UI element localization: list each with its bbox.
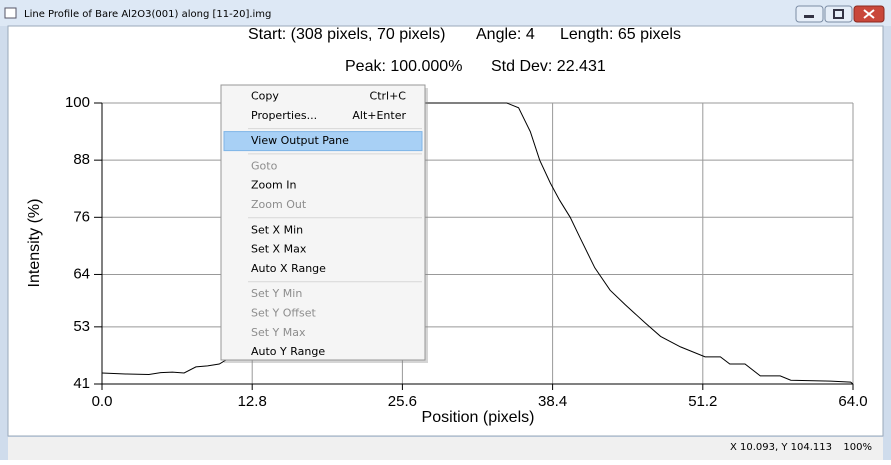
- menu-item-label: Set Y Min: [251, 287, 302, 300]
- y-tick-label: 64: [73, 265, 90, 282]
- y-tick-label: 88: [73, 151, 90, 168]
- maximize-button[interactable]: [824, 5, 853, 23]
- menu-item-label: Goto: [251, 159, 278, 172]
- menu-item-label: Set X Max: [251, 243, 307, 256]
- menu-item-label: Set X Min: [251, 223, 303, 236]
- x-axis-label: Position (pixels): [422, 409, 535, 426]
- y-axis-label: Intensity (%): [26, 199, 43, 288]
- client-area: [7, 25, 884, 437]
- menu-background: [220, 84, 426, 361]
- menu-item-shortcut: Ctrl+C: [370, 90, 407, 103]
- x-tick-label: 12.8: [238, 393, 267, 410]
- menu-item-label: Zoom Out: [251, 198, 307, 211]
- std-dev-text: Std Dev: 22.431: [491, 58, 606, 75]
- start-text: Start: (308 pixels, 70 pixels): [248, 26, 445, 43]
- close-icon: [863, 9, 875, 19]
- x-tick-label: 38.4: [538, 393, 567, 410]
- title-bar: [0, 0, 891, 26]
- window-title: Line Profile of Bare Al2O3(001) along [1…: [24, 9, 271, 20]
- x-tick-label: 51.2: [688, 393, 717, 410]
- x-tick-label: 0.0: [92, 393, 113, 410]
- y-tick-label: 53: [73, 318, 90, 335]
- window-icon: [4, 7, 17, 19]
- minimize-icon: [804, 15, 814, 18]
- angle-text: Angle: 4: [476, 26, 535, 43]
- menu-item-label: Set Y Offset: [251, 307, 317, 320]
- menu-item-label: Properties...: [251, 109, 317, 122]
- profile-line: [101, 102, 854, 385]
- menu-item-label: Set Y Max: [251, 326, 306, 339]
- maximize-icon: [833, 9, 844, 19]
- y-tick-label: 100: [65, 94, 90, 111]
- length-text: Length: 65 pixels: [560, 26, 681, 43]
- menu-item-label: Zoom In: [251, 179, 296, 192]
- menu-item-label: Auto Y Range: [251, 345, 325, 358]
- minimize-button[interactable]: [795, 5, 824, 23]
- menu-highlight: [223, 131, 423, 152]
- x-tick-label: 64.0: [838, 393, 867, 410]
- status-bar: [8, 437, 883, 460]
- y-tick-label: 76: [73, 208, 90, 225]
- menu-item-shortcut: Alt+Enter: [352, 109, 406, 122]
- x-tick-label: 25.6: [388, 393, 417, 410]
- menu-item-label: Copy: [251, 90, 279, 103]
- status-coordinates: X 10.093, Y 104.113: [730, 442, 832, 453]
- peak-text: Peak: 100.000%: [345, 58, 462, 75]
- menu-item-label: View Output Pane: [251, 134, 349, 147]
- menu-item-label: Auto X Range: [251, 262, 326, 275]
- y-tick-label: 41: [73, 375, 90, 392]
- status-zoom: 100%: [843, 442, 872, 453]
